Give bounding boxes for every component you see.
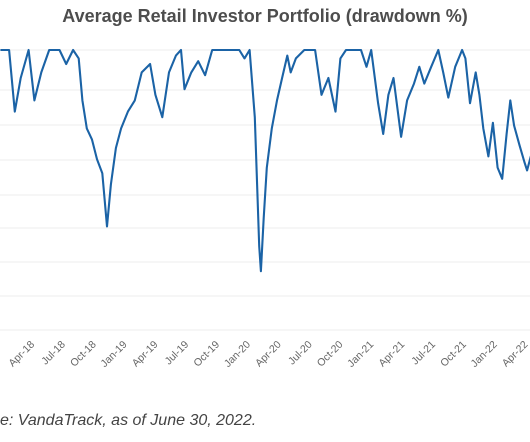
- x-tick-label: Apr-20: [253, 339, 284, 370]
- x-tick-label: Apr-21: [376, 339, 407, 370]
- x-axis-tick-labels: Apr-18 Jul-18 Oct-18 Jan-19 Apr-19 Jul-19 Oct-…: [6, 339, 530, 370]
- x-tick-label: Oct-18: [68, 339, 99, 370]
- series-line: [0, 48, 530, 273]
- x-tick-label: Oct-19: [191, 339, 222, 370]
- x-tick-label: Jul-18: [39, 339, 68, 368]
- chart-title: Average Retail Investor Portfolio (drawd…: [62, 6, 468, 26]
- x-tick-label: Jan-20: [222, 339, 253, 370]
- x-tick-label: Jan-21: [345, 339, 376, 370]
- x-tick-label: Apr-22: [500, 339, 530, 370]
- source-note: e: VandaTrack, as of June 30, 2022.: [0, 412, 257, 429]
- x-tick-label: Apr-18: [6, 339, 37, 370]
- x-tick-label: Jul-19: [163, 339, 192, 368]
- x-tick-label: Jul-21: [409, 339, 438, 368]
- series-lines: [0, 48, 530, 273]
- x-tick-label: Jul-20: [286, 339, 315, 368]
- x-tick-label: Oct-21: [438, 339, 469, 370]
- x-tick-label: Jan-22: [469, 339, 500, 370]
- x-tick-label: Oct-20: [315, 339, 346, 370]
- x-tick-label: Jan-19: [98, 339, 129, 370]
- x-tick-label: Apr-19: [130, 339, 161, 370]
